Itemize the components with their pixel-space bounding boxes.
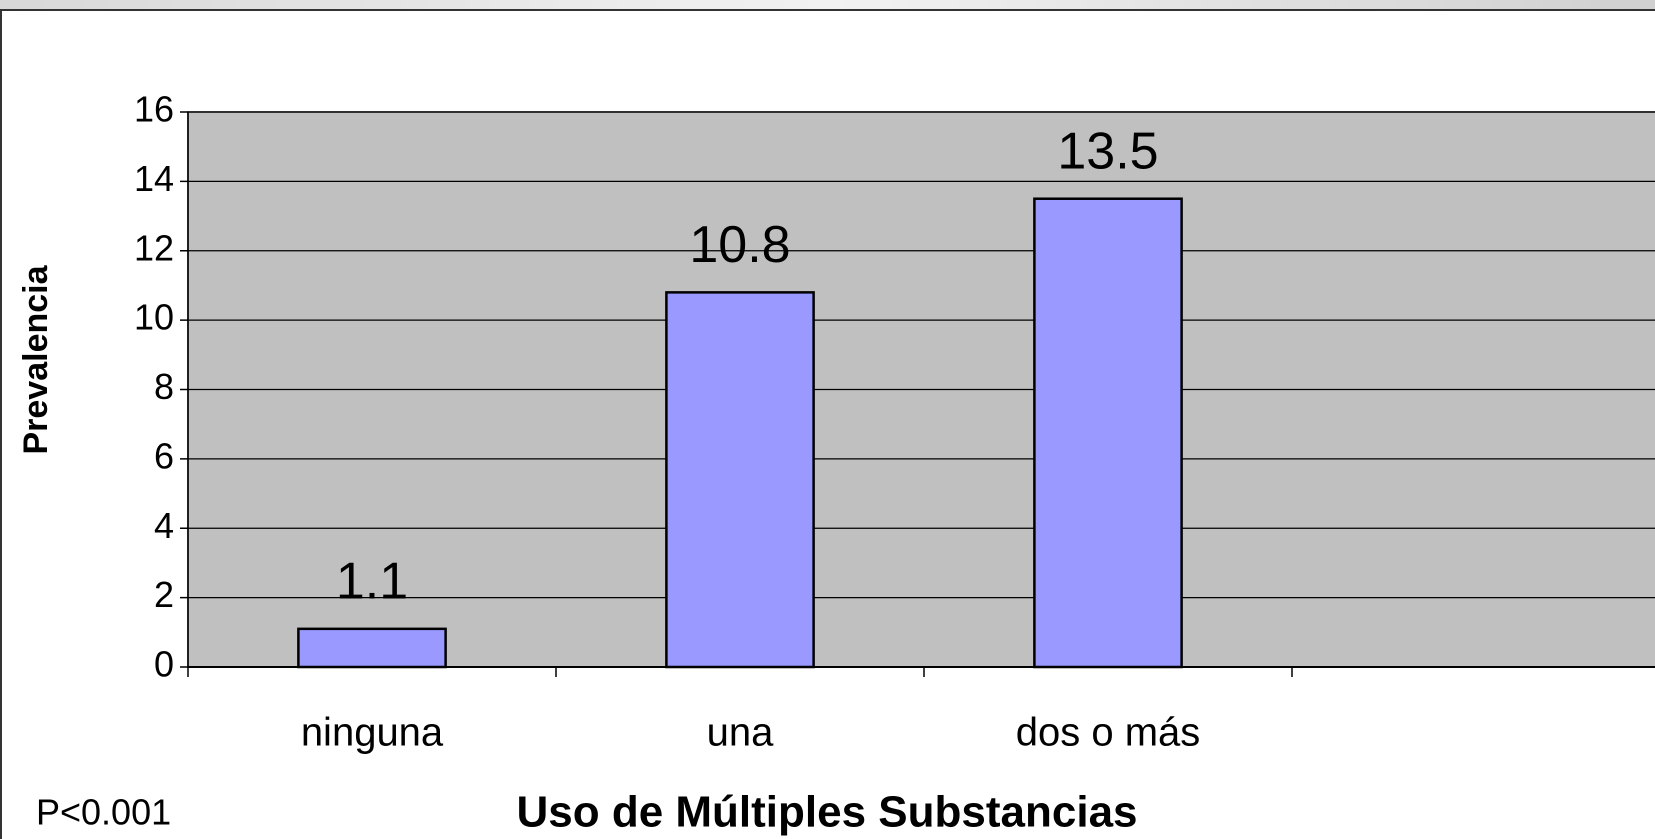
bar — [1033, 197, 1183, 669]
y-tick-label: 14 — [134, 158, 174, 199]
bar — [297, 627, 447, 669]
y-tick-label: 0 — [154, 644, 174, 685]
y-tick-label: 8 — [154, 366, 174, 407]
value-label: 10.8 — [689, 216, 790, 274]
x-tick-label: ninguna — [301, 711, 444, 755]
bar — [665, 291, 815, 669]
y-axis-title: Prevalencia — [17, 264, 55, 454]
plot-area: 0 2 4 6 8 10 12 14 16 ninguna 1.1 una 10.8 dos o más 1… — [134, 89, 1655, 755]
y-tick-label: 4 — [154, 505, 174, 546]
x-axis-title: Uso de Múltiples Substancias — [516, 788, 1137, 837]
x-tick-label: dos o más — [1016, 711, 1201, 755]
value-label: 13.5 — [1057, 122, 1158, 180]
value-label: 1.1 — [336, 553, 408, 611]
y-tick-label: 2 — [154, 574, 174, 615]
y-tick-label: 12 — [134, 227, 174, 268]
x-tick-label: una — [707, 711, 774, 755]
y-tick-label: 6 — [154, 435, 174, 476]
y-tick-label: 10 — [134, 297, 174, 338]
window-strip — [0, 0, 1655, 10]
y-tick-label: 16 — [134, 89, 174, 130]
annotation: P<0.001 — [36, 792, 171, 833]
